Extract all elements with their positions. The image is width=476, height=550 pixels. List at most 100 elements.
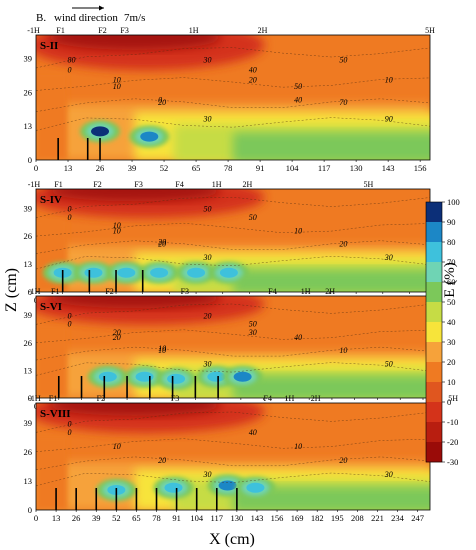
position-label: F1	[49, 394, 57, 403]
x-tick-label: 117	[318, 163, 330, 173]
hotspot-core	[233, 371, 252, 382]
x-tick-label: 91	[256, 163, 265, 173]
colorbar-tick-label: -10	[447, 417, 458, 427]
position-label: 2H	[258, 26, 268, 35]
contour-label: 20	[339, 240, 347, 249]
hotspot-core	[164, 482, 183, 493]
colorbar-tick-label: 20	[447, 357, 456, 367]
position-label: F2	[98, 26, 106, 35]
hotspot-core	[218, 480, 237, 491]
contour-label: 0	[68, 66, 72, 75]
contour-label: 30	[203, 253, 212, 262]
position-label: F2	[93, 180, 101, 189]
contour-line	[36, 329, 430, 344]
colorbar-tick-label: -20	[447, 437, 458, 447]
x-tick-label: 234	[391, 513, 405, 523]
panel-letter: B.	[36, 12, 46, 24]
panel-title: S-II	[40, 40, 58, 52]
contour-field	[36, 296, 430, 398]
colorbar-swatch	[426, 222, 442, 243]
position-label: F3	[134, 180, 142, 189]
y-tick-label: 0	[28, 287, 32, 297]
hotspot-core	[219, 267, 238, 278]
x-tick-label: 208	[351, 513, 364, 523]
colorbar-swatch	[426, 302, 442, 323]
x-tick-label: 104	[286, 163, 300, 173]
hotspot-core	[140, 131, 159, 142]
colorbar-tick-label: 90	[447, 217, 456, 227]
panel-s-iv: 0102030501020300102050S-IV01326395265789…	[24, 180, 431, 305]
contour-field	[36, 403, 430, 510]
contour-label: 10	[339, 346, 347, 355]
y-tick-label: 13	[24, 365, 33, 375]
contour-label: 10	[294, 442, 302, 451]
colorbar-tick-label: 50	[447, 297, 456, 307]
x-tick-label: 26	[96, 163, 105, 173]
x-tick-label: 130	[230, 513, 243, 523]
x-tick-label: 195	[331, 513, 344, 523]
colorbar-tick-label: 0	[447, 397, 451, 407]
x-tick-label: 26	[72, 513, 81, 523]
colorbar-swatch	[426, 442, 442, 463]
contour-label: 80	[68, 56, 76, 65]
contour-label: 10	[113, 76, 121, 85]
contour-label: 10	[113, 221, 121, 230]
contour-label: 20	[249, 76, 257, 85]
x-tick-label: 65	[132, 513, 141, 523]
colorbar-swatch	[426, 402, 442, 423]
position-label: F1	[54, 180, 62, 189]
hotspot-core	[135, 371, 154, 382]
contour-label: 30	[248, 328, 257, 337]
contour-label: 20	[113, 333, 121, 342]
x-tick-label: 52	[160, 163, 169, 173]
contour-label: 20	[113, 328, 121, 337]
contour-label: 10	[158, 346, 166, 355]
contour-label: 50	[204, 205, 212, 214]
x-tick-label: 91	[172, 513, 181, 523]
contour-label: 50	[249, 213, 257, 222]
y-tick-label: 26	[24, 231, 33, 241]
position-label: F1	[56, 26, 64, 35]
position-label: 1H	[285, 394, 295, 403]
x-tick-label: 247	[411, 513, 424, 523]
y-axis-label: Z (cm)	[3, 268, 20, 312]
x-tick-label: 143	[251, 513, 264, 523]
y-tick-label: 13	[24, 476, 33, 486]
contour-label: 20	[158, 240, 166, 249]
contour-label: 20	[158, 456, 166, 465]
contour-label: 10	[113, 226, 121, 235]
colorbar-tick-label: 40	[447, 317, 456, 327]
contour-label: 20	[158, 238, 166, 247]
wind-label: wind direction	[54, 12, 118, 24]
contour-label: 50	[249, 320, 257, 329]
x-tick-label: 169	[291, 513, 304, 523]
contour-label: 0	[68, 428, 72, 437]
position-label: 1H	[212, 180, 222, 189]
colorbar-swatch	[426, 322, 442, 343]
x-tick-label: 130	[350, 163, 363, 173]
x-tick-label: 78	[224, 163, 233, 173]
contour-label: 0	[68, 320, 72, 329]
contour-label: 0	[158, 96, 162, 105]
colorbar-tick-label: 70	[447, 257, 456, 267]
x-tick-label: 52	[112, 513, 121, 523]
colorbar-label: E (%)	[442, 262, 458, 297]
panel-title: S-VIII	[40, 408, 71, 420]
colorbar-tick-label: 80	[447, 237, 456, 247]
contour-label: 10	[294, 226, 302, 235]
contour-label: 30	[203, 470, 212, 479]
hotspot-core	[84, 267, 103, 278]
contour-line	[36, 77, 430, 91]
colorbar-swatch	[426, 382, 442, 403]
colorbar-swatch	[426, 242, 442, 263]
colorbar-tick-label: 100	[447, 197, 460, 207]
contour-label: 0	[68, 213, 72, 222]
position-label: 2H	[311, 394, 321, 403]
hotspot-core	[98, 371, 117, 382]
contour-label: 90	[385, 114, 393, 123]
y-tick-label: 39	[24, 310, 33, 320]
